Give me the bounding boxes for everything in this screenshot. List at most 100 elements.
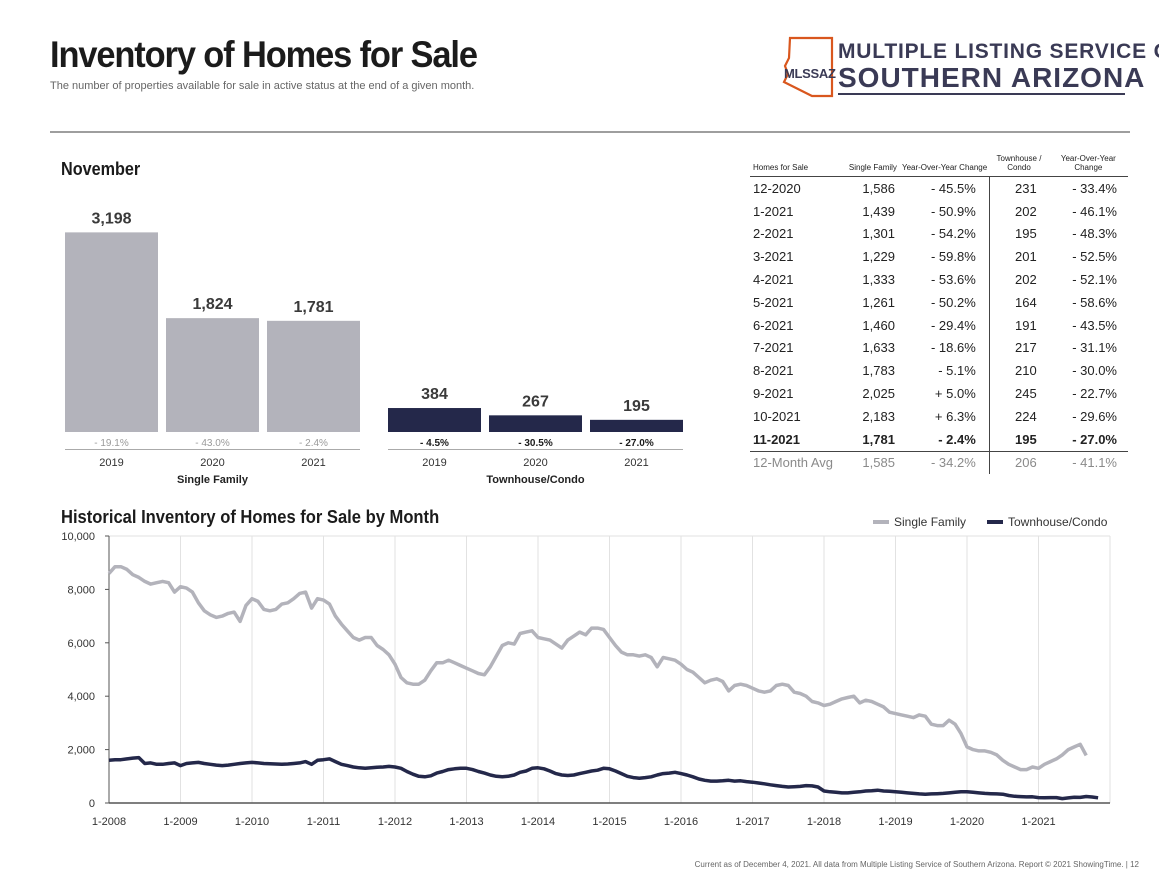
table-cell: 217 — [988, 336, 1049, 360]
bar-value-label: 3,198 — [91, 210, 131, 227]
table-cell: 191 — [988, 313, 1049, 337]
table-cell: 9-2021 — [753, 386, 794, 402]
x-tick-label: 1-2017 — [735, 816, 769, 828]
bar-year-label: 2019 — [99, 457, 123, 469]
table-cell: - 58.6% — [1072, 294, 1117, 310]
table-cell: - 59.8% — [930, 249, 976, 265]
table-cell: 1,229 — [862, 249, 895, 265]
legend-label: Townhouse/Condo — [1008, 515, 1108, 529]
table-cell: - 31.1% — [1072, 340, 1117, 356]
bar-value-label: 1,781 — [293, 299, 333, 316]
x-tick-label: 1-2014 — [521, 816, 555, 828]
table-cell: - 18.6% — [930, 340, 976, 356]
logo-abbr: MLSSAZ — [784, 66, 836, 81]
table-cell: - 5.1% — [938, 363, 976, 379]
bar-group-label: Single Family — [177, 474, 249, 486]
bar-change-label: - 4.5% — [420, 438, 449, 449]
table-cell: 6-2021 — [753, 317, 794, 333]
table-cell: - 50.9% — [930, 203, 976, 219]
table-cell: 7-2021 — [753, 340, 794, 356]
table-cell: 1,781 — [862, 431, 895, 447]
table-row: 2-2021 1,301 - 54.2% 195 - 48.3% — [750, 222, 1128, 246]
bar-year-label: 2020 — [200, 457, 224, 469]
bar-change-label: - 43.0% — [195, 438, 230, 449]
bar-year-label: 2021 — [301, 457, 325, 469]
x-tick-label: 1-2008 — [92, 816, 126, 828]
table-row: 12-2020 1,586 - 45.5% 231 - 33.4% — [750, 176, 1128, 200]
logo-rule — [838, 93, 1125, 95]
table-cell: 2,183 — [862, 408, 895, 424]
history-line-chart: 1-2008 1-2009 1-2010 1-2011 1-2012 1-2013 1-20… — [61, 515, 1111, 828]
table-cell: 5-2021 — [753, 294, 794, 310]
november-bar-chart: 3,198 - 19.1% 2019 1,824 - 43.0% 2020 1,781 - 2… — [65, 210, 683, 486]
y-tick-label: 0 — [89, 798, 95, 810]
history-chart-title: Historical Inventory of Homes for Sale b… — [61, 507, 440, 527]
table-row: 12-Month Avg 1,585- 34.2% 206- 41.1% — [750, 450, 1128, 475]
bar — [267, 320, 360, 432]
table-cell: - 45.5% — [930, 180, 976, 196]
x-tick-label: 1-2015 — [592, 816, 626, 828]
table-cell: 164 — [988, 290, 1049, 314]
table-cell: - 43.5% — [1072, 317, 1117, 333]
bar-group-label: Townhouse/Condo — [486, 474, 584, 486]
bar-year-label: 2019 — [422, 457, 446, 469]
bar-value-label: 1,824 — [192, 296, 232, 313]
table-cell: - 22.7% — [1072, 386, 1117, 402]
table-cell: 195 — [988, 222, 1049, 246]
table-cell: 1,460 — [862, 317, 895, 333]
table-cell: - 29.4% — [930, 317, 976, 333]
table-cell: - 50.2% — [930, 294, 976, 310]
y-tick-label: 10,000 — [61, 531, 95, 543]
page-title: Inventory of Homes for Sale — [50, 34, 478, 75]
table-cell: + 6.3% — [934, 408, 976, 424]
table-cell: 4-2021 — [753, 272, 794, 288]
table-cell: 1,586 — [862, 180, 895, 196]
x-tick-label: 1-2018 — [807, 816, 841, 828]
y-tick-label: 6,000 — [67, 638, 95, 650]
table-cell: 2,025 — [862, 386, 895, 402]
bar-value-label: 195 — [623, 398, 650, 415]
table-cell: 12-Month Avg — [750, 450, 846, 475]
table-row: 10-2021 2,183 + 6.3% 224 - 29.6% — [750, 404, 1128, 428]
homes-for-sale-table: Homes for Sale Single Family Year-Over-Y… — [750, 152, 1128, 475]
bar-section-title: November — [61, 159, 141, 179]
table-cell: - 30.0% — [1072, 363, 1117, 379]
x-tick-label: 1-2009 — [163, 816, 197, 828]
x-tick-label: 1-2011 — [307, 816, 340, 828]
table-cell: - 2.4% — [938, 431, 976, 447]
table-cell: 1,333 — [862, 272, 895, 288]
table-cell: - 34.2% — [899, 450, 990, 475]
arizona-outline-icon — [782, 36, 834, 98]
table-cell: - 41.1% — [1048, 450, 1128, 475]
table-cell: 210 — [988, 359, 1049, 383]
table-cell: 12-2020 — [753, 180, 801, 196]
table-row: 4-2021 1,333 - 53.6% 202 - 52.1% — [750, 268, 1128, 291]
table-cell: - 52.1% — [1072, 272, 1117, 288]
table-header: Single Family — [848, 163, 897, 172]
x-tick-label: 1-2020 — [950, 816, 984, 828]
table-cell: 231 — [988, 176, 1049, 200]
table-row: 8-2021 1,783 - 5.1% 210 - 30.0% — [750, 359, 1128, 383]
table-cell: - 52.5% — [1072, 249, 1117, 265]
logo-line2: SOUTHERN ARIZONA — [838, 62, 1146, 93]
table-cell: 206 — [988, 450, 1049, 475]
logo-line1: MULTIPLE LISTING SERVICE OF — [838, 40, 1159, 63]
table-cell: - 29.6% — [1072, 408, 1117, 424]
footer-note: Current as of December 4, 2021. All data… — [694, 860, 1139, 869]
table-cell: 1-2021 — [753, 203, 794, 219]
table-cell: - 53.6% — [930, 272, 976, 288]
table-cell: 1,439 — [862, 203, 895, 219]
table-cell: 1,633 — [862, 340, 895, 356]
bar-change-label: - 30.5% — [518, 438, 553, 449]
bar — [489, 415, 582, 432]
bar-change-label: - 27.0% — [619, 438, 654, 449]
legend-label: Single Family — [894, 515, 966, 529]
header-divider — [50, 131, 1130, 133]
table-cell: - 48.3% — [1072, 226, 1117, 242]
table-cell: - 46.1% — [1072, 203, 1117, 219]
bar-year-label: 2020 — [523, 457, 547, 469]
townhouse-condo-line — [108, 755, 1099, 801]
table-row: 11-2021 1,781 - 2.4% 195 - 27.0% — [750, 427, 1128, 452]
bar-value-label: 267 — [522, 393, 549, 410]
bar-value-label: 384 — [421, 386, 448, 403]
